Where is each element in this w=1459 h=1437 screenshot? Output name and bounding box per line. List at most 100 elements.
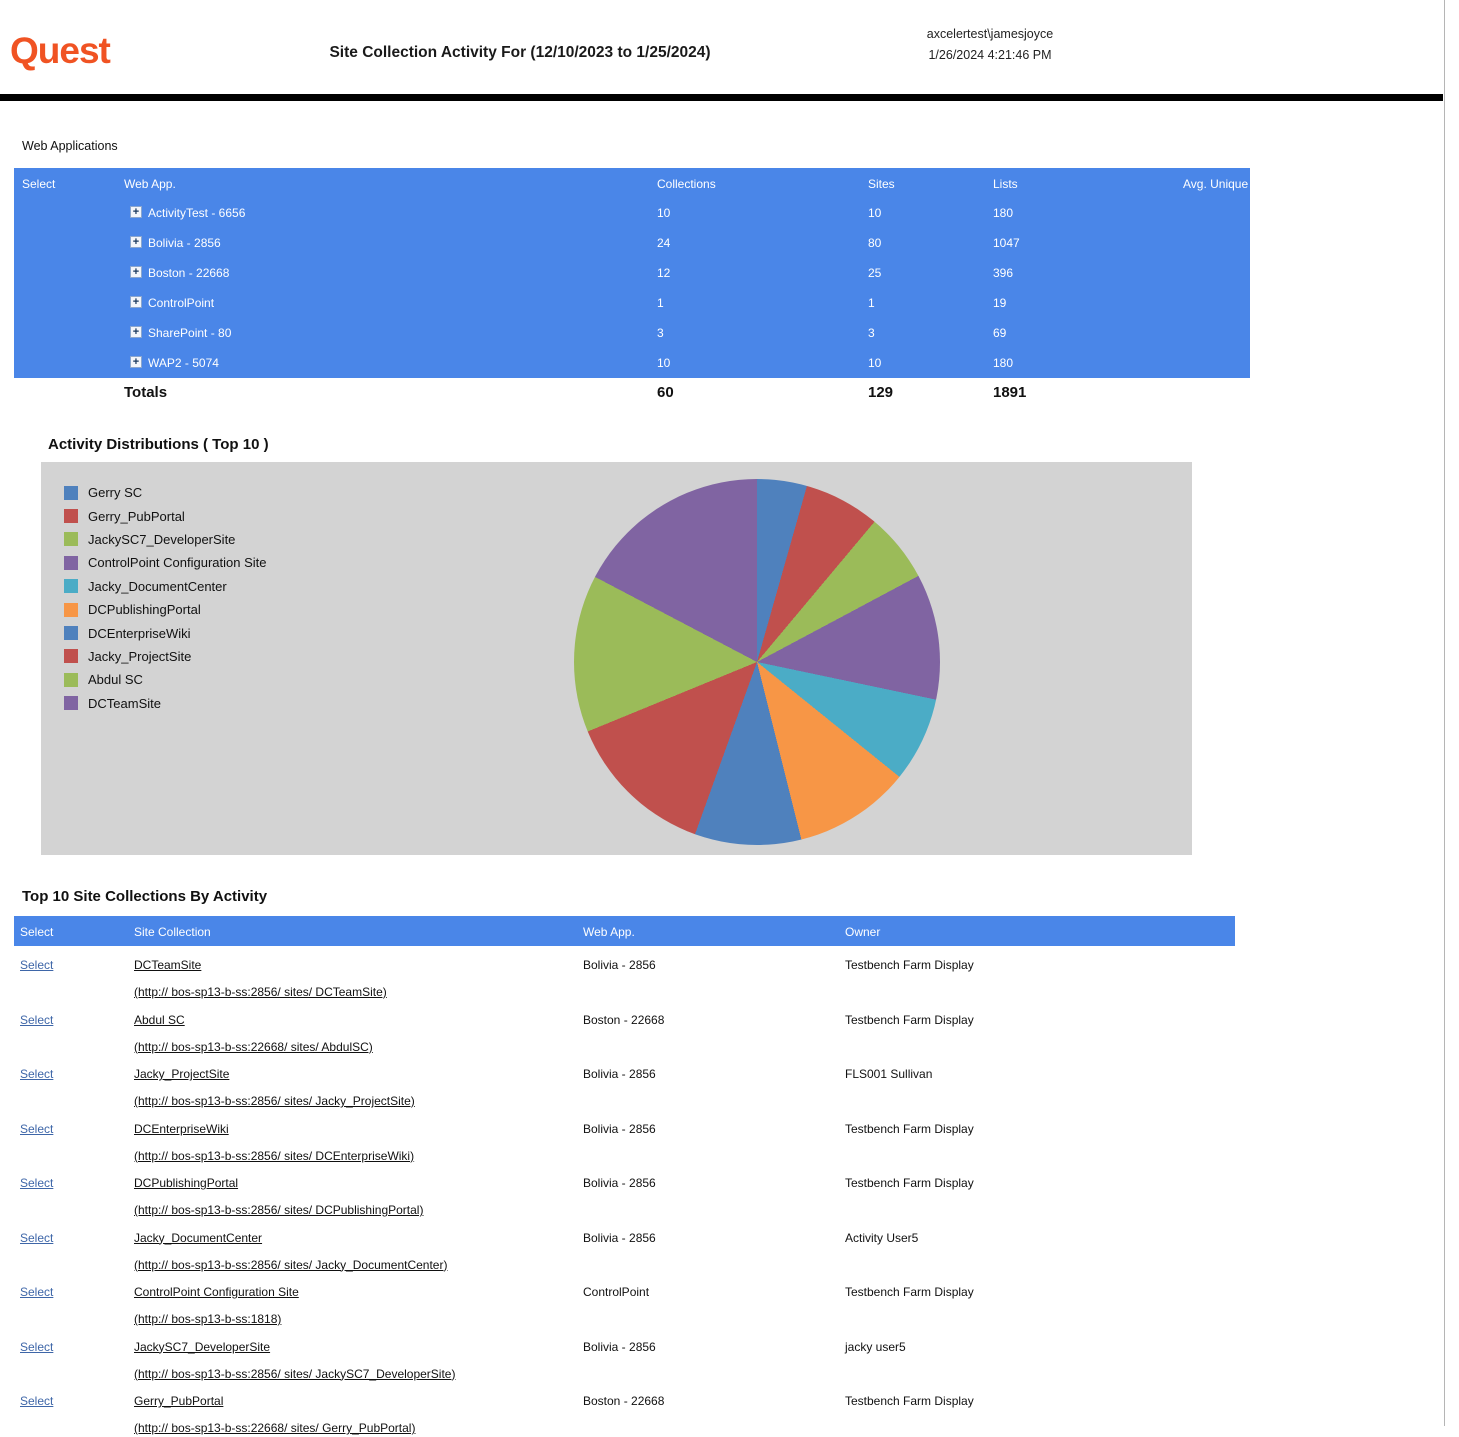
expand-plus-icon[interactable]: +	[130, 236, 142, 248]
site-url-link[interactable]: (http:// bos-sp13-b-ss:22668/ sites/ Abd…	[134, 1039, 373, 1054]
web-app-cell: Boston - 22668	[583, 1394, 665, 1408]
site-url-link[interactable]: (http:// bos-sp13-b-ss:22668/ sites/ Ger…	[134, 1421, 416, 1435]
web-app-cell: Bolivia - 2856	[583, 1067, 656, 1081]
site-collection-link[interactable]: Gerry_PubPortal	[134, 1394, 224, 1408]
column-header-lists: Lists	[993, 177, 1018, 191]
web-app-cell: Bolivia - 2856	[583, 1176, 656, 1190]
legend-label: Jacky_DocumentCenter	[88, 578, 227, 594]
web-app-cell: Boston - 22668	[583, 1012, 665, 1027]
sites-value: 25	[868, 266, 882, 280]
site-url-link[interactable]: (http:// bos-sp13-b-ss:2856/ sites/ DCPu…	[134, 1203, 424, 1217]
legend-label: Jacky_ProjectSite	[88, 648, 192, 664]
legend-item: Gerry_PubPortal	[64, 504, 267, 527]
quest-logo: Quest	[10, 30, 111, 71]
owner-cell: jacky user5	[845, 1339, 906, 1354]
collections-value: 10	[657, 356, 671, 370]
legend-swatch	[64, 555, 78, 570]
select-link[interactable]: Select	[20, 958, 54, 972]
activity-distribution-chart: Gerry SC Gerry_PubPortal JackySC7_Develope…	[41, 462, 1192, 855]
select-link[interactable]: Select	[20, 1121, 54, 1136]
select-link[interactable]: Select	[20, 1176, 54, 1190]
site-collection-link[interactable]: Jacky_DocumentCenter	[134, 1230, 263, 1245]
legend-item: Jacky_ProjectSite	[64, 645, 267, 668]
legend-item: Abdul SC	[64, 668, 267, 691]
lists-value: 180	[993, 356, 1014, 370]
pie-chart	[574, 479, 940, 845]
column-header-select: Select	[20, 925, 54, 939]
totals-label: Totals	[124, 384, 168, 401]
site-url-link[interactable]: (http:// bos-sp13-b-ss:2856/ sites/ DCEn…	[134, 1148, 415, 1163]
site-collection-link[interactable]: ControlPoint Configuration Site	[134, 1285, 299, 1299]
site-collection-link[interactable]: DCPublishingPortal	[134, 1176, 239, 1190]
web-app-row: + ControlPoint 1 1 19	[14, 288, 1250, 318]
web-apps-body: + ActivityTest - 6656 10 10 180 + Bolivi…	[14, 198, 1250, 378]
column-header-collections: Collections	[657, 177, 716, 191]
site-url-link[interactable]: (http:// bos-sp13-b-ss:2856/ sites/ Jack…	[134, 1257, 448, 1272]
site-url-link[interactable]: (http:// bos-sp13-b-ss:1818)	[134, 1312, 282, 1326]
legend-item: DCTeamSite	[64, 692, 267, 715]
select-link[interactable]: Select	[20, 1012, 54, 1027]
site-collection-link[interactable]: DCTeamSite	[134, 958, 202, 972]
legend-label: Gerry SC	[88, 485, 143, 501]
web-app-name: Bolivia - 2856	[148, 236, 221, 250]
chart-title: Activity Distributions ( Top 10 )	[48, 436, 269, 453]
web-app-name: SharePoint - 80	[148, 326, 232, 340]
expand-plus-icon[interactable]: +	[130, 266, 142, 278]
column-header-web-app: Web App.	[124, 177, 176, 191]
collections-value: 12	[657, 266, 671, 280]
owner-cell: Testbench Farm Display	[845, 958, 974, 972]
web-applications-table: Select Web App. Collections Sites Lists …	[14, 168, 1250, 378]
header-divider	[0, 94, 1443, 101]
web-app-row: + ActivityTest - 6656 10 10 180	[14, 198, 1250, 228]
report-timestamp: 1/26/2024 4:21:46 PM	[928, 48, 1052, 62]
site-collection-row: Select DCEnterpriseWiki (http:// bos-sp1…	[14, 1110, 1235, 1165]
expand-plus-icon[interactable]: +	[130, 206, 142, 218]
select-link[interactable]: Select	[20, 1230, 54, 1245]
legend-swatch	[64, 626, 78, 641]
owner-cell: Testbench Farm Display	[845, 1176, 974, 1190]
web-applications-table-header: Select Web App. Collections Sites Lists …	[14, 168, 1250, 198]
site-collection-link[interactable]: Abdul SC	[134, 1012, 185, 1027]
site-collection-link[interactable]: Jacky_ProjectSite	[134, 1067, 230, 1081]
site-url-link[interactable]: (http:// bos-sp13-b-ss:2856/ sites/ DCTe…	[134, 985, 387, 999]
web-app-row: + WAP2 - 5074 10 10 180	[14, 348, 1250, 378]
legend-item: Jacky_DocumentCenter	[64, 575, 267, 598]
legend-swatch	[64, 579, 78, 594]
lists-value: 180	[993, 206, 1014, 220]
legend-item: Gerry SC	[64, 481, 267, 504]
legend-swatch	[64, 485, 78, 500]
expand-plus-icon[interactable]: +	[130, 356, 142, 368]
collections-value: 24	[657, 236, 671, 250]
owner-cell: Testbench Farm Display	[845, 1121, 974, 1136]
totals-row: Totals 60 129 1891	[14, 384, 1250, 408]
legend-swatch	[64, 602, 78, 617]
column-header-avg-unique: Avg. Unique Users	[1183, 177, 1250, 191]
select-link[interactable]: Select	[20, 1067, 54, 1081]
site-collection-link[interactable]: DCEnterpriseWiki	[134, 1121, 229, 1136]
select-link[interactable]: Select	[20, 1285, 54, 1299]
report-meta: axcelertest\jamesjoyce 1/26/2024 4:21:46…	[860, 24, 1120, 66]
lists-value: 69	[993, 326, 1007, 340]
web-app-name: Boston - 22668	[148, 266, 230, 280]
legend-label: Gerry_PubPortal	[88, 508, 185, 524]
site-url-link[interactable]: (http:// bos-sp13-b-ss:2856/ sites/ Jack…	[134, 1366, 456, 1381]
expand-plus-icon[interactable]: +	[130, 326, 142, 338]
legend-swatch	[64, 696, 78, 711]
web-app-row: + Bolivia - 2856 24 80 1047	[14, 228, 1250, 258]
owner-cell: Testbench Farm Display	[845, 1012, 974, 1027]
select-link[interactable]: Select	[20, 1394, 54, 1408]
collections-value: 3	[657, 326, 664, 340]
owner-cell: Testbench Farm Display	[845, 1285, 974, 1299]
site-url-link[interactable]: (http:// bos-sp13-b-ss:2856/ sites/ Jack…	[134, 1094, 415, 1108]
expand-plus-icon[interactable]: +	[130, 296, 142, 308]
site-collection-row: Select Gerry_PubPortal (http:// bos-sp13…	[14, 1382, 1235, 1437]
legend-label: DCEnterpriseWiki	[88, 625, 191, 641]
column-header-sites: Sites	[868, 177, 895, 191]
web-app-name: ActivityTest - 6656	[148, 206, 246, 220]
owner-cell: Testbench Farm Display	[845, 1394, 974, 1408]
legend-label: Abdul SC	[88, 672, 143, 688]
site-collection-link[interactable]: JackySC7_DeveloperSite	[134, 1339, 271, 1354]
site-collection-row: Select Jacky_DocumentCenter (http:// bos…	[14, 1219, 1235, 1274]
legend-label: DCPublishingPortal	[88, 602, 201, 618]
select-link[interactable]: Select	[20, 1339, 54, 1354]
